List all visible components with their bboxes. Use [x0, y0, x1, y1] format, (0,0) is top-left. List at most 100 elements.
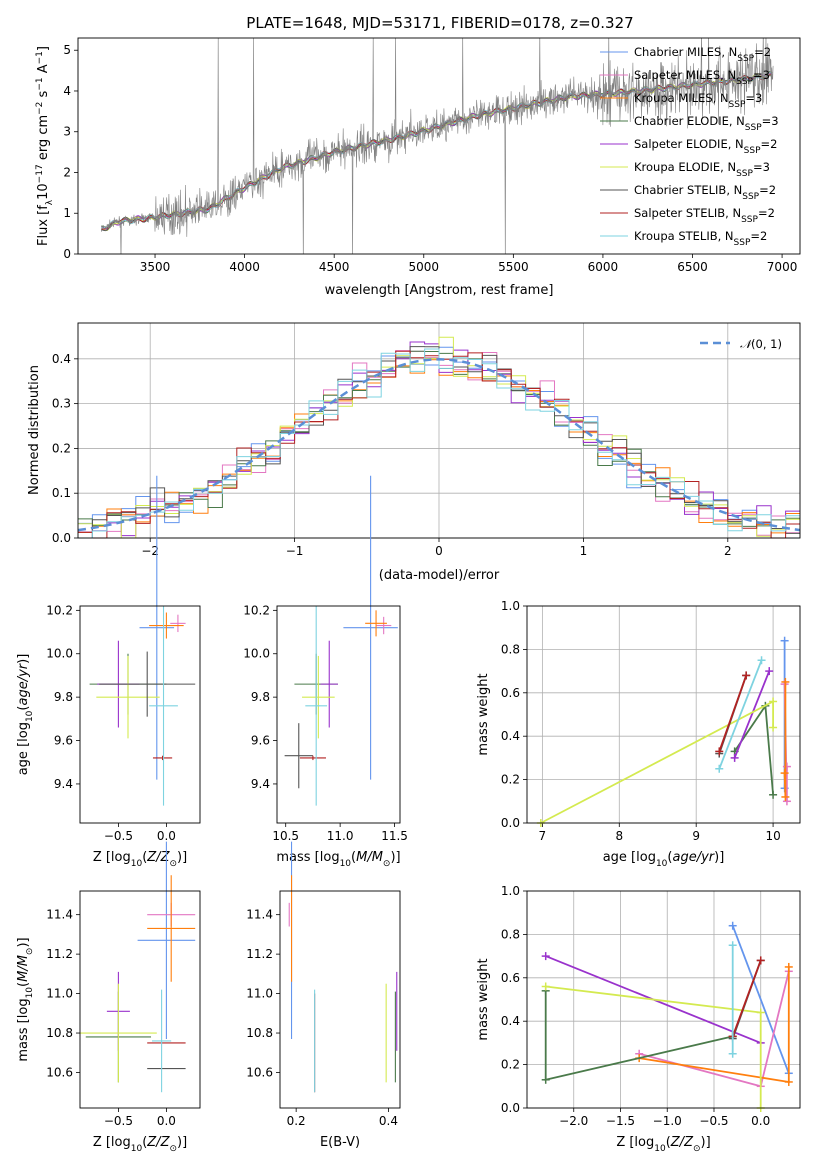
- x-tick-label: −2.0: [559, 1114, 588, 1128]
- y-tick-label: 10.6: [246, 1065, 273, 1079]
- x-axis-label: age [log10(age/yr)]: [603, 850, 725, 869]
- legend-entry: Chabrier MILES, NSSP=2: [634, 45, 771, 64]
- y-tick-label: 11.2: [46, 947, 73, 961]
- y-tick-label: 1.0: [501, 884, 520, 898]
- y-tick-label: 9.6: [251, 734, 270, 748]
- panel-age-vs-mass: 10.5 11.0 11.5 9.4 9.6 9.8 10.0 10.2 mass [log10…: [243, 475, 408, 869]
- y-tick-label: 0.8: [501, 927, 520, 941]
- x-tick-label: 6500: [677, 260, 708, 274]
- x-axis-label: Z [log10(Z/Z⊙)]: [93, 850, 187, 869]
- x-tick-label: −0.5: [104, 1114, 133, 1128]
- y-tick-label: 0.6: [501, 686, 520, 700]
- axes-frame: [77, 37, 801, 255]
- legend-entry: Kroupa MILES, NSSP=3: [634, 91, 762, 110]
- x-tick-label: 8: [615, 829, 623, 843]
- y-tick-label: 0.2: [52, 441, 71, 455]
- x-tick-label: 3500: [140, 260, 171, 274]
- x-tick-label: 7: [539, 829, 547, 843]
- panel-weight-vs-Z: −2.0 −1.5 −1.0 −0.5 0.0 0.0 0.2 0.4 0.6 0.8 1.0 Z […: [476, 884, 801, 1154]
- x-tick-label: 0.0: [157, 1114, 176, 1128]
- x-tick-label: 0.2: [287, 1114, 306, 1128]
- legend-entry: Salpeter STELIB, NSSP=2: [634, 206, 775, 225]
- y-tick-label: 10.2: [46, 603, 73, 617]
- weight-line: [718, 659, 763, 770]
- y-tick-label: 11.4: [246, 908, 273, 922]
- axes-frame: [79, 890, 201, 1109]
- x-tick-label: −0.5: [699, 1114, 728, 1128]
- y-tick-label: 10.0: [243, 647, 270, 661]
- panel-spectrum: 3500 4000 4500 5000 5500 6000 6500 7000 0 1 2 3 4 5 wa…: [35, 37, 801, 298]
- y-tick-label: 11.4: [46, 908, 73, 922]
- y-tick-label: 10.6: [46, 1065, 73, 1079]
- y-tick-label: 0.8: [501, 642, 520, 656]
- axes-frame: [79, 605, 201, 824]
- x-tick-label: 11.0: [327, 829, 354, 843]
- weight-line: [733, 670, 771, 759]
- gaussian-curve: [77, 358, 801, 532]
- figure-title: PLATE=1648, MJD=53171, FIBERID=0178, z=0…: [246, 14, 633, 32]
- y-tick-label: 0.6: [501, 971, 520, 985]
- panel-weight-vs-age: 7 8 9 10 0.0 0.2 0.4 0.6 0.8 1.0 age [log10(age/yr…: [476, 599, 801, 869]
- legend-entry: Kroupa ELODIE, NSSP=3: [634, 160, 770, 179]
- x-tick-label: 0: [435, 544, 443, 558]
- axes-frame: [279, 890, 401, 1109]
- weight-line: [545, 985, 762, 1108]
- axes-frame: [77, 322, 801, 539]
- y-tick-label: 0.1: [52, 486, 71, 500]
- y-tick-label: 2: [63, 165, 71, 179]
- x-axis-label: wavelength [Angstrom, rest frame]: [325, 283, 554, 298]
- y-axis-label: age [log10(age/yr)]: [16, 654, 35, 776]
- x-tick-label: −1.5: [606, 1114, 635, 1128]
- x-tick-label: 0.0: [751, 1114, 770, 1128]
- panel-age-vs-Z: −0.5 0.0 9.4 9.6 9.8 10.0 10.2 Z [log10(Z/Z⊙)] a…: [16, 475, 201, 869]
- x-tick-label: 4500: [319, 260, 350, 274]
- x-tick-label: 1: [580, 544, 588, 558]
- x-tick-label: −1.0: [653, 1114, 682, 1128]
- axes-frame: [526, 890, 801, 1109]
- y-tick-label: 9.4: [251, 777, 270, 791]
- x-axis-label: E(B-V): [320, 1135, 360, 1150]
- weight-line: [731, 960, 762, 1037]
- y-tick-label: 5: [63, 43, 71, 57]
- x-tick-label: 0.0: [157, 829, 176, 843]
- y-tick-label: 11.0: [246, 987, 273, 1001]
- y-axis-label: Flux [fλ10−17 erg cm−2 s−1 A−1]: [35, 46, 55, 246]
- panel-mass-vs-EBV: 0.2 0.4 10.6 10.8 11.0 11.2 11.4 E(B-V): [246, 841, 401, 1150]
- x-tick-label: 0.4: [379, 1114, 398, 1128]
- y-tick-label: 10.8: [246, 1026, 273, 1040]
- legend-entry: Kroupa STELIB, NSSP=2: [634, 229, 767, 248]
- y-tick-label: 0.4: [501, 1014, 520, 1028]
- y-tick-label: 11.2: [246, 947, 273, 961]
- axes-frame: [276, 605, 401, 824]
- y-tick-label: 0.3: [52, 397, 71, 411]
- panel-residuals: −2 −1 0 1 2 0.0 0.1 0.2 0.3 0.4 (data-model)/error…: [27, 322, 801, 583]
- x-axis-label: (data-model)/error: [379, 568, 500, 583]
- panel-mass-vs-Z: −0.5 0.0 10.6 10.8 11.0 11.2 11.4 Z [log10(Z/Z⊙…: [16, 841, 201, 1154]
- x-tick-label: 7000: [767, 260, 798, 274]
- y-tick-label: 10.8: [46, 1026, 73, 1040]
- x-tick-label: 2: [724, 544, 732, 558]
- y-tick-label: 10.0: [46, 647, 73, 661]
- x-tick-label: 11.5: [381, 829, 408, 843]
- x-axis-label: Z [log10(Z/Z⊙)]: [93, 1135, 187, 1154]
- y-tick-label: 0: [63, 247, 71, 261]
- legend-entry: Salpeter ELODIE, NSSP=2: [634, 137, 777, 156]
- y-tick-label: 1: [63, 206, 71, 220]
- y-tick-label: 4: [63, 84, 71, 98]
- y-axis-label: mass [log10(M/M⊙)]: [16, 937, 35, 1061]
- y-tick-label: 0.2: [501, 1058, 520, 1072]
- x-tick-label: 10: [765, 829, 780, 843]
- axes-frame: [526, 605, 801, 824]
- y-tick-label: 0.2: [501, 773, 520, 787]
- x-tick-label: 4000: [229, 260, 260, 274]
- y-tick-label: 0.0: [501, 816, 520, 830]
- legend-entry: 𝒩(0, 1): [740, 337, 782, 351]
- y-tick-label: 0.4: [501, 729, 520, 743]
- y-tick-label: 0.0: [52, 531, 71, 545]
- weight-line: [731, 925, 790, 1074]
- y-tick-label: 1.0: [501, 599, 520, 613]
- weight-line: [783, 682, 787, 798]
- x-tick-label: 10.5: [272, 829, 299, 843]
- x-tick-label: −2: [141, 544, 159, 558]
- y-axis-label: mass weight: [476, 673, 491, 755]
